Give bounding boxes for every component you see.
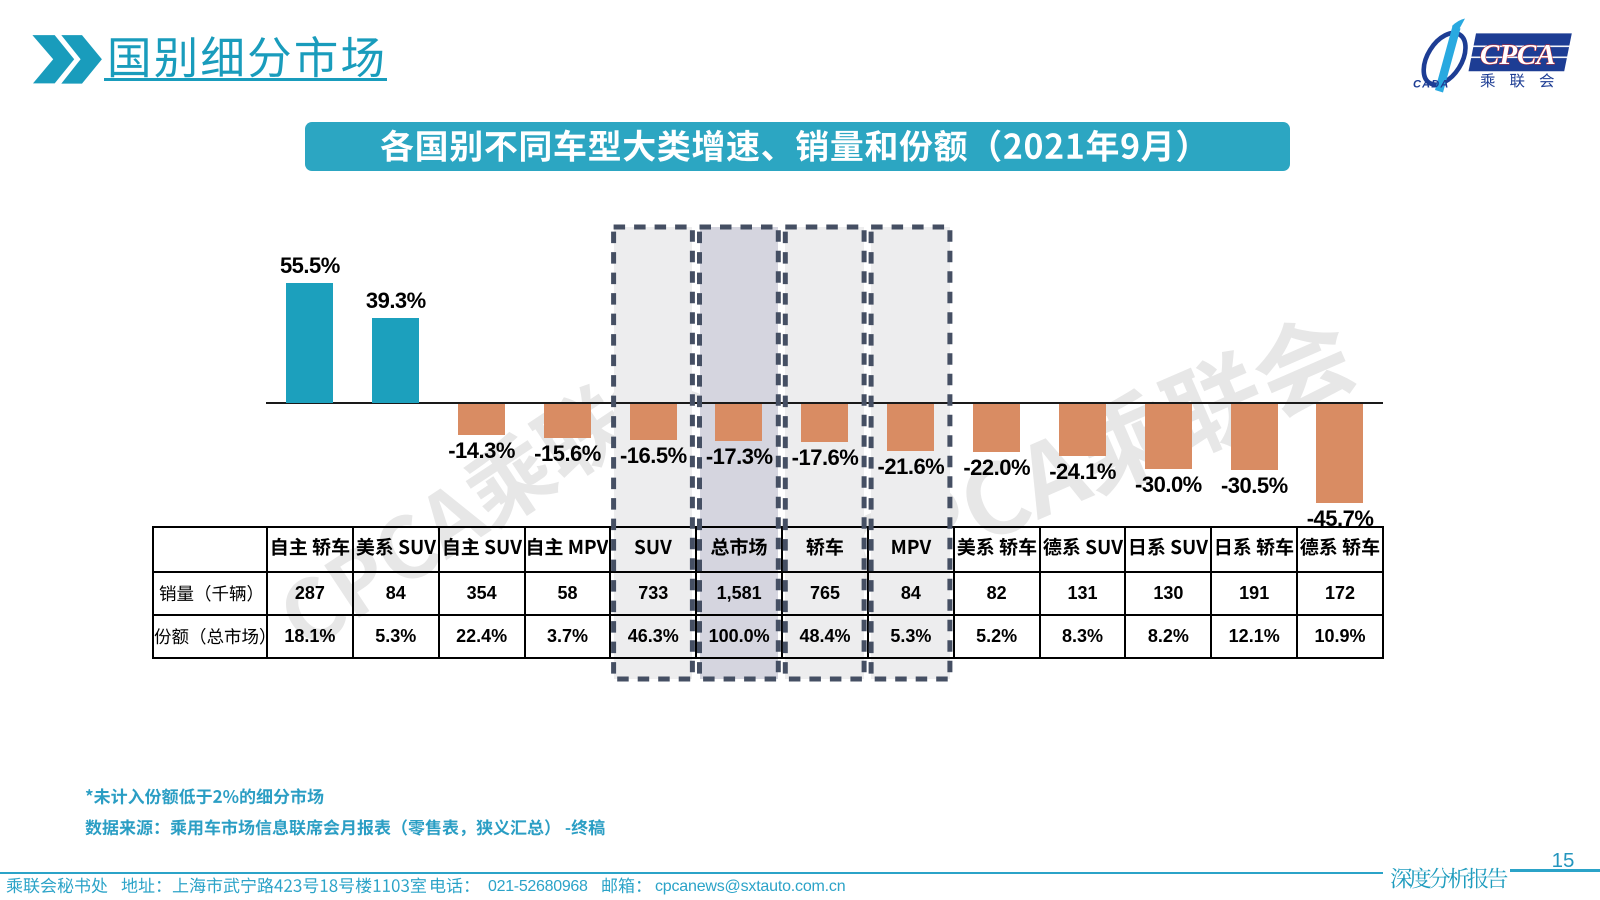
svg-text:CPCA: CPCA: [1480, 39, 1556, 71]
svg-text:CADA: CADA: [1413, 79, 1450, 91]
